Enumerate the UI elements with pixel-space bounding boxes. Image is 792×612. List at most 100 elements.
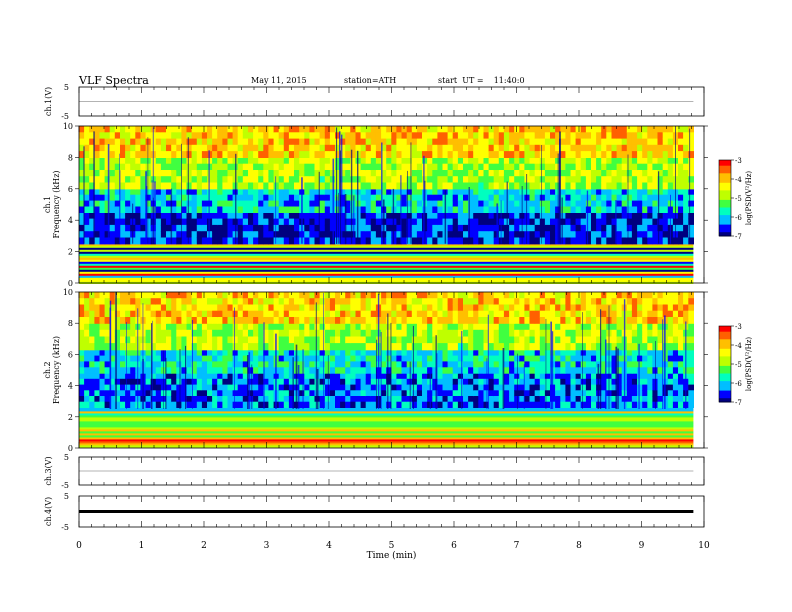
spectrogram-cell [120,231,126,239]
spectrogram-cell [319,231,326,239]
spectrogram-cell [565,144,572,152]
spectrogram-cell [631,367,638,374]
spectrogram-cell [299,292,305,299]
spectrogram-cell [160,194,167,202]
spectrogram-cell [642,329,648,337]
spectrogram-cell [324,126,331,133]
spectrogram-cell [555,317,561,324]
spectrogram-cell [442,138,449,146]
spectrogram-cell [621,218,628,226]
spectrogram-cell [294,170,300,177]
spectrogram-cell [217,218,223,226]
spectrogram-cell [534,200,541,208]
spectrogram-cell [498,378,505,386]
spectrogram-cell [186,188,193,196]
spectrogram-cell [457,151,464,158]
spectrogram-cell [196,355,203,362]
spectrogram-cell [529,157,536,165]
spectrogram-cell [242,304,249,312]
spectrogram-cell [575,200,582,208]
spectrogram-cell [452,176,459,184]
burst-streak [275,176,277,244]
spectrogram-cell [601,206,607,213]
spectrogram-cell [488,323,495,331]
spectrogram-cell [360,170,367,177]
spectrogram-cell [391,317,397,324]
spectrogram-cell [442,390,449,397]
spectrogram-cell [688,373,694,380]
spectrogram-cell [498,349,505,357]
spectrogram-cell [155,170,162,177]
spectrogram-cell [560,292,566,299]
spectrogram-cell [217,176,223,184]
spectrogram-cell [237,144,244,152]
spectrogram-cell [268,292,275,299]
spectrogram-cell [401,323,408,331]
spectrogram-cell [171,132,177,140]
spectrogram-cell [657,336,664,344]
spectrogram-cell [616,188,623,196]
spectrogram-cell [411,384,418,391]
spectrogram-cell [565,182,572,190]
spectrogram-cell [406,396,413,403]
spectrogram-cell [401,292,408,299]
spectrogram-cell [524,176,531,184]
spectrogram-cell [498,157,505,165]
spectrogram-cell [360,317,367,324]
spectrogram-cell [355,367,362,374]
spectrogram-cell [524,367,531,374]
spectrogram-cell [232,367,239,374]
spectrogram-cell [125,401,131,408]
spectrogram-cell [422,317,428,324]
spectrogram-cell [375,224,382,232]
spectrogram-cell [355,317,362,324]
spectrogram-cell [288,298,295,305]
spectrogram-cell [309,144,316,152]
spectrogram-cell [299,355,305,362]
spectrogram-cell [273,182,280,190]
spectrogram-cell [258,304,264,312]
spectrogram-cell [463,396,469,403]
spectrogram-cell [114,237,121,245]
spectrogram-cell [503,367,510,374]
spectrogram-cell [381,355,387,362]
spectrogram-cell [631,237,638,245]
spectrogram-cell [319,343,326,351]
spectrogram-cell [212,310,218,318]
spectrogram-cell [416,151,423,158]
spectrogram-cell [253,336,259,344]
spectrogram-cell [109,373,116,380]
spectrogram-cell [365,378,372,386]
spectrogram-cell [631,361,638,368]
spectrogram-cell [345,212,351,220]
spectrogram-cell [155,323,162,331]
spectrogram-cell [637,194,643,202]
spectrogram-cell [662,292,669,299]
spectrogram-cell [483,343,490,351]
spectrogram-cell [647,323,653,331]
spectrogram-cell [580,151,587,158]
spectrogram-cell [207,206,213,213]
spectrogram-cell [524,396,531,403]
spectrogram-cell [447,298,454,305]
spectrogram-cell [452,292,459,299]
spectrogram-cell [514,170,520,177]
spectrogram-cell [555,144,561,152]
spectrogram-cell [114,200,121,208]
y-tick-label: 2 [68,248,73,257]
spectrogram-cell [196,138,203,146]
spectrogram-cell [667,292,674,299]
spectrogram-cell [201,401,208,408]
spectrogram-cell [109,355,116,362]
spectrogram-cell [575,349,582,357]
spectrogram-cell [678,361,684,368]
spectrogram-cell [457,126,464,133]
spectrogram-cell [288,323,295,331]
spectrogram-cell [606,182,612,190]
spectrogram-cell [488,361,495,368]
spectrogram-cell [283,212,290,220]
spectrogram-cell [283,367,290,374]
spectrogram-cell [478,378,484,386]
spectrogram-cell [94,292,101,299]
spectrogram-cell [365,292,372,299]
